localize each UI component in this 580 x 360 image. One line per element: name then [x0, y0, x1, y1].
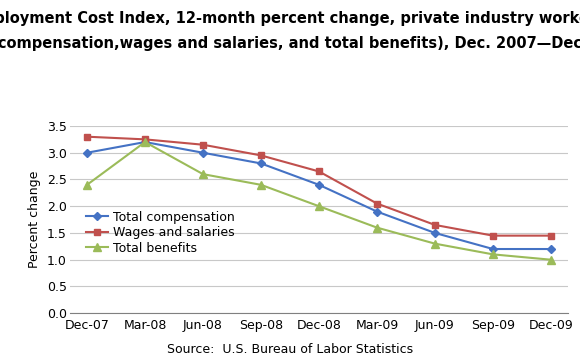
Total compensation	[200, 150, 206, 155]
Total compensation	[548, 247, 554, 251]
Total compensation	[374, 210, 380, 214]
Total compensation	[316, 183, 322, 187]
Wages and salaries	[200, 143, 206, 147]
Y-axis label: Percent change: Percent change	[28, 171, 41, 268]
Line: Total compensation: Total compensation	[84, 139, 554, 252]
Wages and salaries	[548, 234, 554, 238]
Total compensation	[142, 140, 148, 144]
Total compensation	[490, 247, 496, 251]
Line: Wages and salaries: Wages and salaries	[84, 134, 554, 239]
Total compensation	[84, 150, 90, 155]
Total compensation	[432, 231, 438, 235]
Line: Total benefits: Total benefits	[83, 138, 555, 264]
Wages and salaries	[258, 153, 264, 158]
Wages and salaries	[490, 234, 496, 238]
Text: (total compensation,wages and salaries, and total benefits), Dec. 2007—Dec. 2009: (total compensation,wages and salaries, …	[0, 36, 580, 51]
Total compensation	[258, 161, 264, 166]
Total benefits	[374, 225, 380, 230]
Total benefits	[316, 204, 322, 208]
Total benefits	[258, 183, 264, 187]
Text: Source:  U.S. Bureau of Labor Statistics: Source: U.S. Bureau of Labor Statistics	[167, 343, 413, 356]
Total benefits	[548, 257, 554, 262]
Total benefits	[432, 242, 438, 246]
Total benefits	[84, 183, 90, 187]
Total benefits	[142, 140, 148, 144]
Wages and salaries	[316, 169, 322, 174]
Wages and salaries	[84, 135, 90, 139]
Text: Employment Cost Index, 12-month percent change, private industry workers,: Employment Cost Index, 12-month percent …	[0, 11, 580, 26]
Wages and salaries	[374, 201, 380, 206]
Total benefits	[490, 252, 496, 257]
Legend: Total compensation, Wages and salaries, Total benefits: Total compensation, Wages and salaries, …	[86, 211, 235, 255]
Wages and salaries	[432, 223, 438, 227]
Total benefits	[200, 172, 206, 176]
Wages and salaries	[142, 137, 148, 141]
